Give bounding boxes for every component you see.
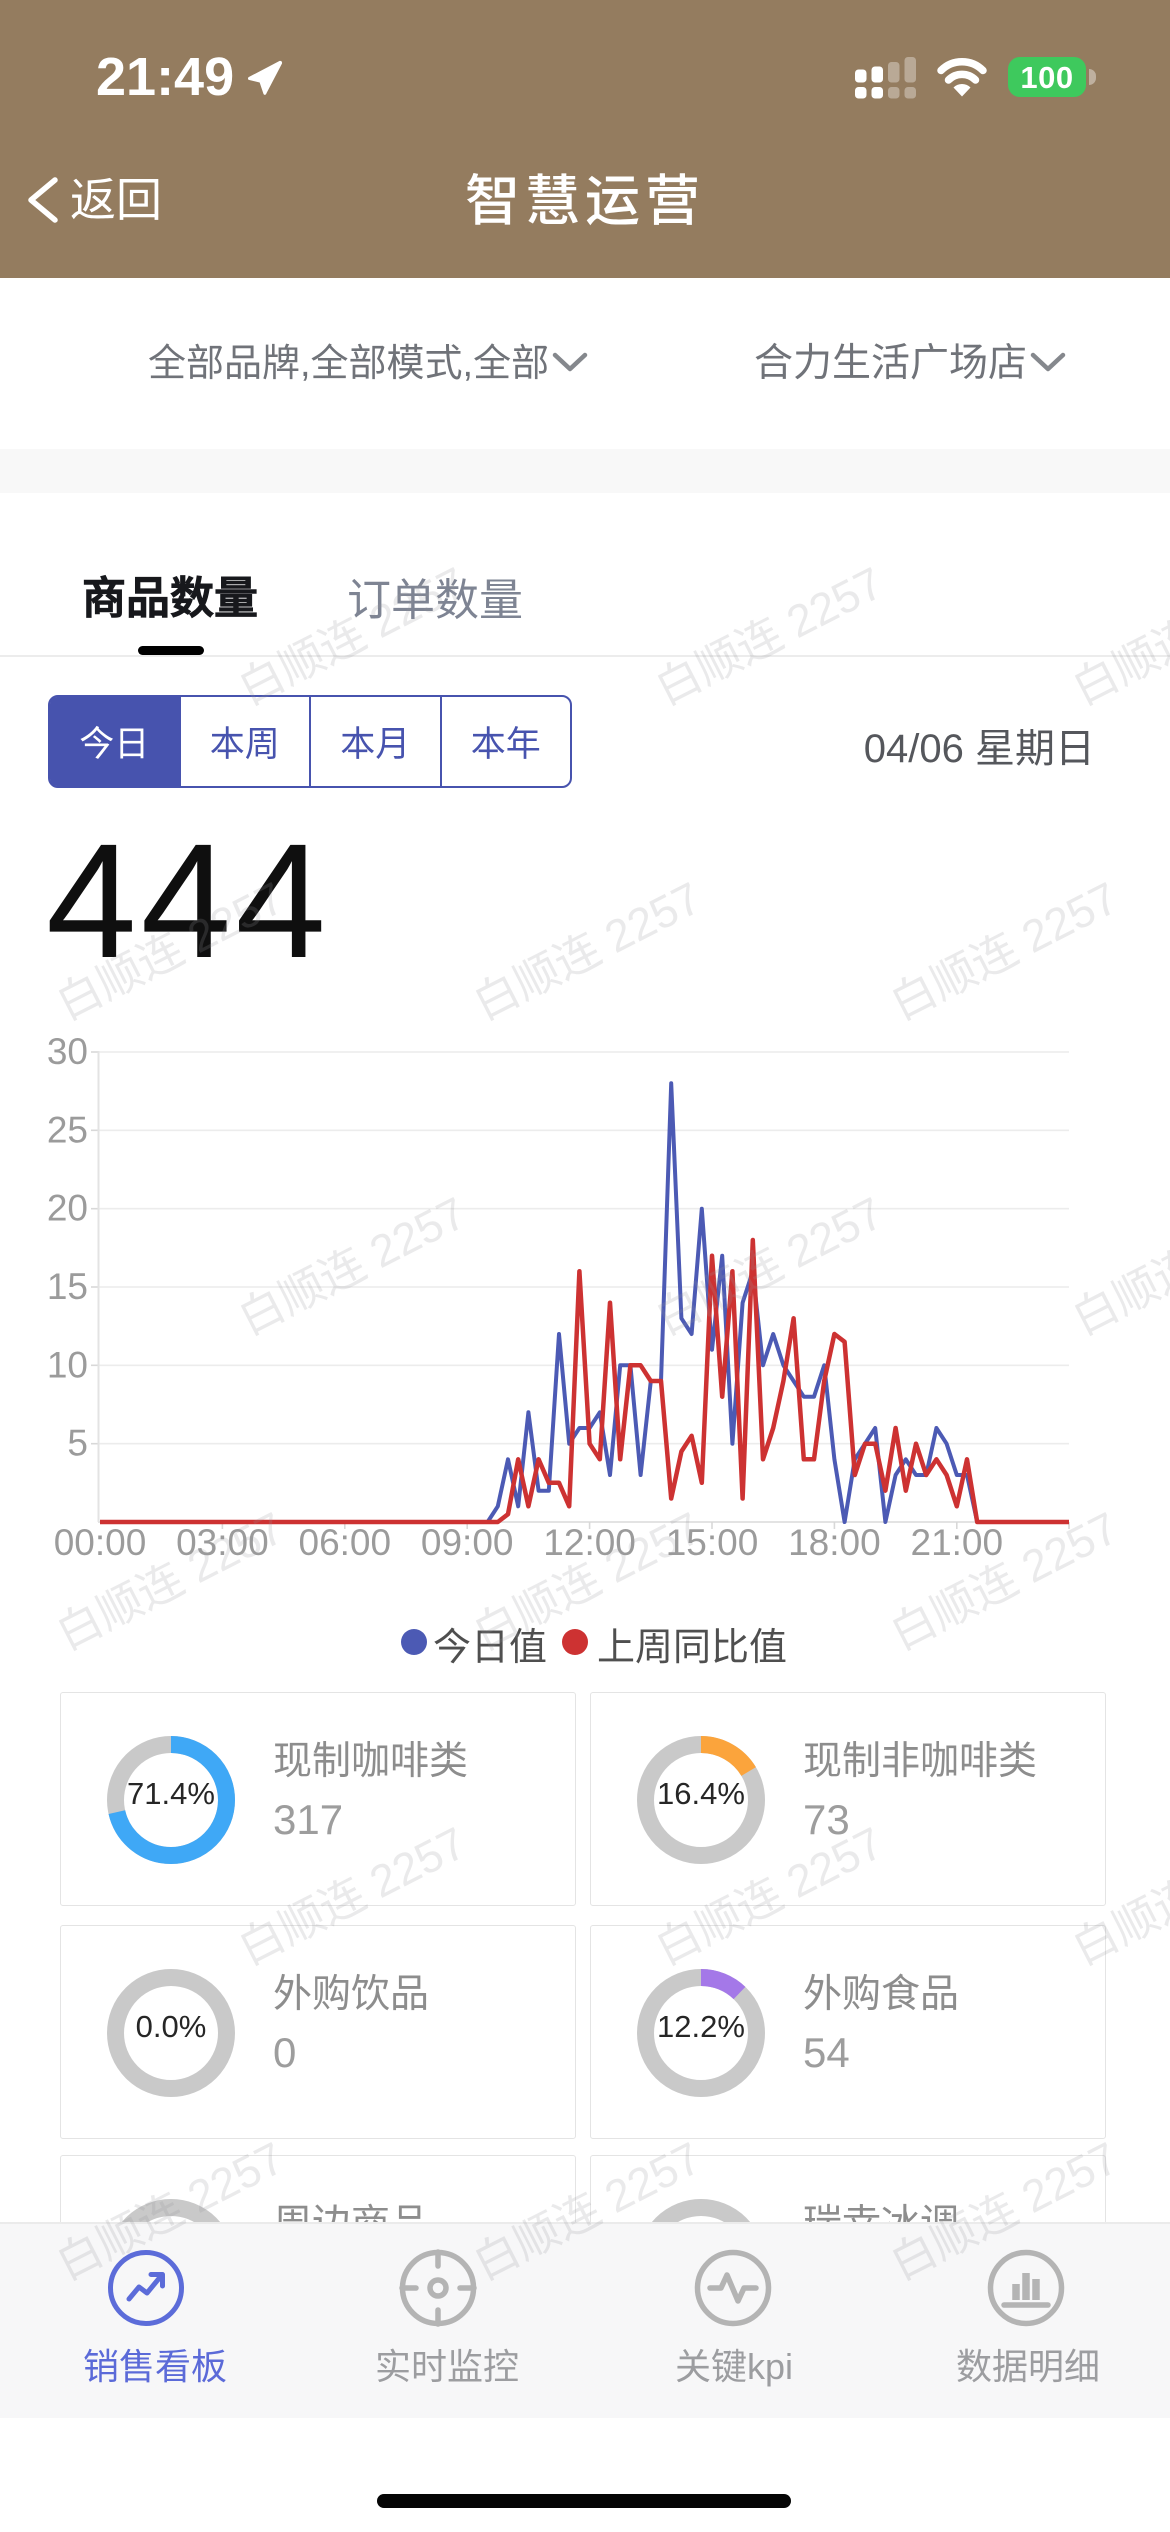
- svg-text:12:00: 12:00: [543, 1522, 636, 1563]
- svg-text:06:00: 06:00: [299, 1522, 392, 1563]
- svg-text:03:00: 03:00: [176, 1522, 269, 1563]
- svg-text:30: 30: [47, 1031, 88, 1072]
- svg-text:15: 15: [47, 1266, 88, 1307]
- svg-text:18:00: 18:00: [788, 1522, 881, 1563]
- svg-text:00:00: 00:00: [54, 1522, 147, 1563]
- svg-text:09:00: 09:00: [421, 1522, 514, 1563]
- svg-text:10: 10: [47, 1344, 88, 1385]
- svg-text:15:00: 15:00: [666, 1522, 759, 1563]
- svg-text:21:00: 21:00: [911, 1522, 1004, 1563]
- svg-text:5: 5: [67, 1423, 88, 1464]
- svg-text:25: 25: [47, 1109, 88, 1150]
- svg-text:20: 20: [47, 1188, 88, 1229]
